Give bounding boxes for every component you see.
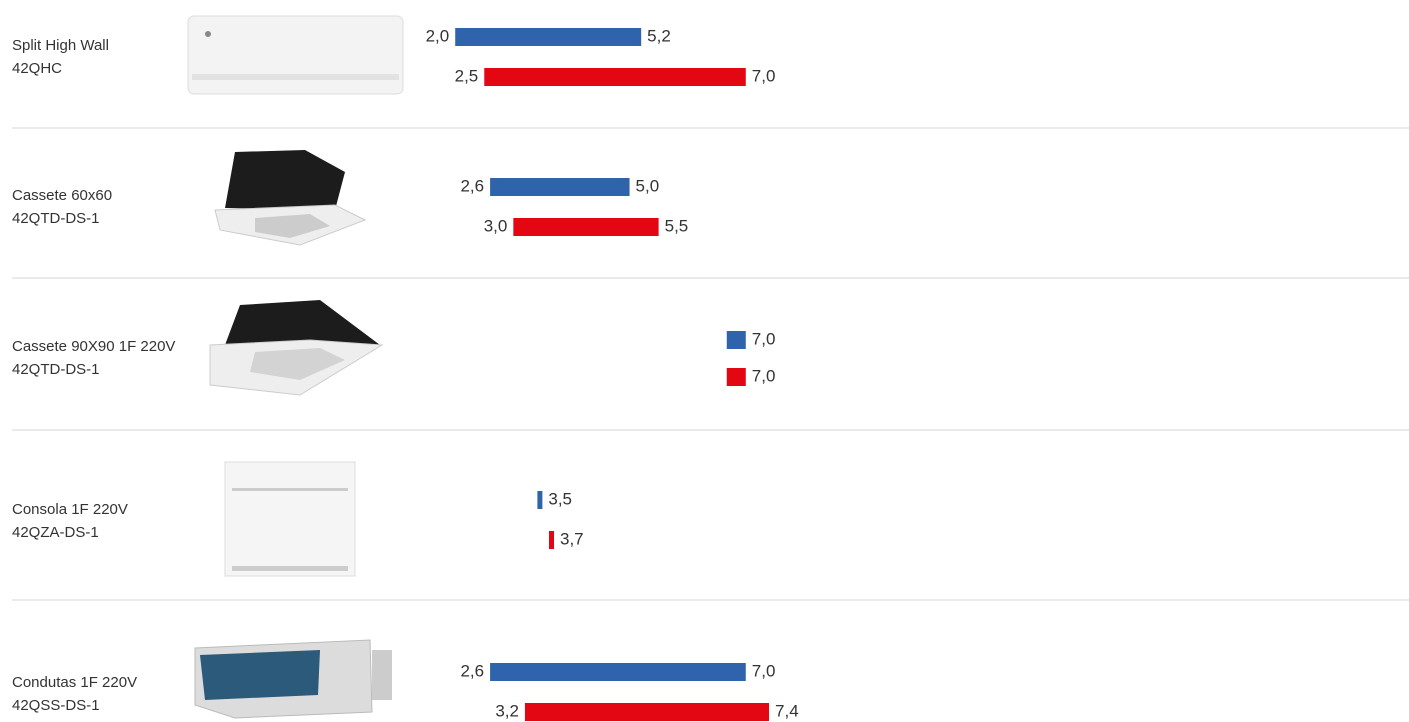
range-bar — [537, 491, 542, 509]
console-image — [225, 462, 355, 576]
cassette-60-image — [215, 150, 365, 245]
range-bar — [490, 663, 746, 681]
high-label: 7,0 — [752, 329, 776, 348]
range-bar — [513, 218, 658, 236]
product-name: Consola 1F 220V — [12, 501, 128, 518]
range-bar — [727, 368, 746, 386]
range-bar — [549, 531, 554, 549]
high-label: 5,5 — [665, 216, 689, 235]
high-label: 7,0 — [752, 66, 776, 85]
range-bar — [727, 331, 746, 349]
high-label: 7,0 — [752, 366, 776, 385]
high-label: 5,2 — [647, 26, 671, 45]
range-bar — [490, 178, 629, 196]
product-model: 42QTD-DS-1 — [12, 361, 100, 378]
low-label: 2,5 — [455, 66, 479, 85]
range-bar — [455, 28, 641, 46]
high-label: 3,5 — [548, 489, 572, 508]
product-name: Condutas 1F 220V — [12, 674, 137, 691]
duct-image — [195, 640, 392, 718]
product-model: 42QHC — [12, 60, 62, 77]
product-images — [188, 16, 403, 718]
product-name: Cassete 60x60 — [12, 187, 112, 204]
high-label: 7,0 — [752, 661, 776, 680]
high-label: 7,4 — [775, 701, 799, 720]
low-label: 2,6 — [460, 661, 484, 680]
low-label: 3,2 — [495, 701, 519, 720]
product-name: Split High Wall — [12, 37, 109, 54]
range-bar — [484, 68, 746, 86]
low-label: 3,0 — [484, 216, 508, 235]
high-label: 3,7 — [560, 529, 584, 548]
split-image — [188, 16, 403, 94]
high-label: 5,0 — [636, 176, 660, 195]
low-label: 2,6 — [460, 176, 484, 195]
range-bar — [525, 703, 769, 721]
cassette-90-image — [210, 300, 382, 395]
low-label: 2,0 — [426, 26, 450, 45]
product-model: 42QTD-DS-1 — [12, 210, 100, 227]
product-name: Cassete 90X90 1F 220V — [12, 338, 175, 355]
product-model: 42QZA-DS-1 — [12, 524, 99, 541]
chart: Split High Wall 42QHC 2,0 5,2 2,5 7,0 Cassete … — [0, 0, 1409, 722]
product-model: 42QSS-DS-1 — [12, 697, 100, 714]
